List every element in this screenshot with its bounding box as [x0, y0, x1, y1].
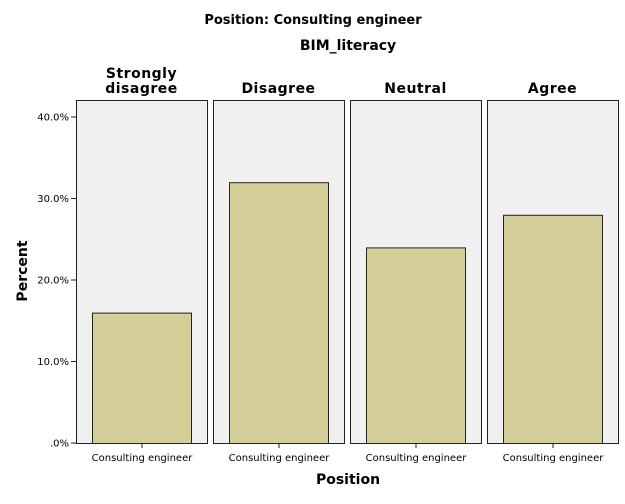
y-tick-label: 40.0%	[37, 113, 69, 124]
panel-label: Strongly	[106, 66, 177, 82]
panel-label: disagree	[105, 81, 178, 97]
x-tick-label: Consulting engineer	[229, 453, 331, 464]
y-tick-label: 20.0%	[37, 276, 69, 287]
facet-panel: Agree Consulting engineer	[487, 81, 619, 464]
bar	[366, 247, 466, 444]
bar	[229, 182, 329, 444]
panel-label: Agree	[528, 81, 577, 97]
x-tick-label: Consulting engineer	[366, 453, 468, 464]
panel-label: Neutral	[384, 81, 447, 97]
facet-panel: Neutral Consulting engineer	[350, 81, 482, 464]
bar	[503, 214, 603, 444]
facet-panel: Disagree Consulting engineer	[213, 81, 345, 464]
panel-label: Disagree	[241, 81, 315, 97]
x-tick-label: Consulting engineer	[503, 453, 605, 464]
y-tick-label: .0%	[50, 439, 69, 450]
y-axis-label: Percent	[15, 240, 31, 301]
x-axis-label: Position	[316, 472, 380, 488]
facet-title: BIM_literacy	[300, 38, 396, 54]
chart-title: Position: Consulting engineer	[204, 13, 422, 28]
bar	[92, 312, 192, 444]
y-tick-label: 10.0%	[37, 357, 69, 368]
y-axis: .0% 10.0% 20.0% 30.0% 40.0%	[37, 113, 76, 450]
x-tick-label: Consulting engineer	[92, 453, 194, 464]
y-tick-label: 30.0%	[37, 194, 69, 205]
